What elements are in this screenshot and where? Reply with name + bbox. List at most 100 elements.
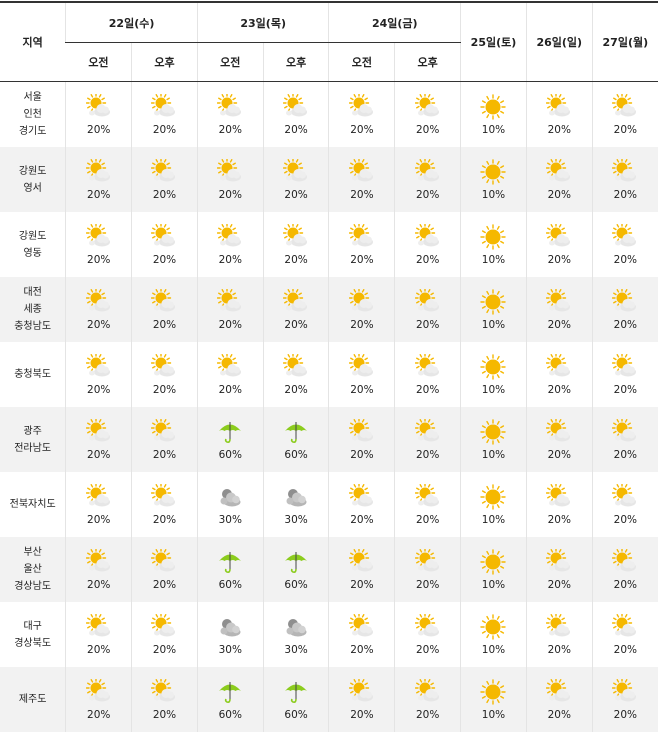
date-header: 25일(토) — [460, 2, 527, 82]
forecast-cell: 20% — [131, 472, 198, 537]
region-row: 대전 세종 충청남도 20% 20% 20% 20% 20% 20% 10% 20% 20% — [0, 277, 658, 342]
precipitation-chance: 30% — [284, 643, 308, 656]
region-name: 서울 인천 경기도 — [0, 82, 66, 148]
precipitation-chance: 20% — [547, 708, 571, 721]
forecast-cell: 20% — [262, 212, 329, 277]
precipitation-chance: 20% — [87, 253, 111, 266]
cloudy-icon — [283, 614, 309, 640]
precipitation-chance: 20% — [350, 188, 374, 201]
precipitation-chance: 60% — [284, 578, 308, 591]
precipitation-chance: 20% — [613, 643, 637, 656]
forecast-cell: 10% — [460, 537, 527, 602]
forecast-cell: 20% — [394, 472, 461, 537]
precipitation-chance: 10% — [481, 188, 506, 201]
forecast-cell: 20% — [196, 81, 264, 147]
forecast-cell: 20% — [131, 342, 198, 407]
forecast-cell: 20% — [394, 602, 461, 667]
partly-cloudy-icon — [414, 417, 441, 445]
precipitation-chance: 20% — [218, 123, 242, 136]
forecast-cell: 20% — [525, 81, 593, 147]
pm-header: 오후 — [262, 42, 329, 82]
region-name: 광주 전라남도 — [0, 407, 66, 472]
forecast-cell: 20% — [525, 602, 593, 667]
precipitation-chance: 60% — [218, 708, 242, 721]
region-name-line: 대전 — [23, 287, 42, 298]
am-header: 오전 — [196, 42, 264, 82]
forecast-cell: 10% — [460, 472, 527, 537]
forecast-cell: 30% — [262, 602, 329, 667]
forecast-cell: 20% — [394, 81, 461, 147]
partly-cloudy-icon — [612, 612, 638, 640]
partly-cloudy-icon — [85, 287, 112, 315]
precipitation-chance: 20% — [87, 708, 111, 721]
forecast-cell: 20% — [328, 602, 395, 667]
partly-cloudy-icon — [546, 417, 572, 445]
partly-cloudy-icon — [612, 352, 638, 380]
precipitation-chance: 20% — [152, 383, 177, 396]
forecast-cell: 60% — [262, 537, 329, 602]
partly-cloudy-icon — [85, 92, 112, 120]
precipitation-chance: 20% — [350, 643, 374, 656]
region-header: 지역 — [0, 2, 66, 82]
partly-cloudy-icon — [85, 157, 112, 185]
region-name-line: 경상남도 — [14, 581, 52, 592]
precipitation-chance: 20% — [350, 318, 374, 331]
region-name-line: 울산 — [23, 564, 42, 575]
partly-cloudy-icon — [546, 547, 572, 575]
forecast-cell: 20% — [131, 147, 198, 212]
partly-cloudy-icon — [85, 547, 112, 575]
header-row-ampm: 오전 오후 오전 오후 오전 오후 — [0, 42, 658, 82]
partly-cloudy-icon — [348, 157, 375, 185]
precipitation-chance: 20% — [218, 318, 242, 331]
forecast-cell: 60% — [196, 407, 264, 472]
precipitation-chance: 20% — [87, 123, 111, 136]
partly-cloudy-icon — [546, 612, 572, 640]
partly-cloudy-icon — [414, 677, 441, 705]
precipitation-chance: 20% — [547, 578, 571, 591]
precipitation-chance: 20% — [416, 318, 440, 331]
precipitation-chance: 20% — [350, 578, 374, 591]
forecast-cell: 10% — [460, 147, 527, 212]
precipitation-chance: 20% — [416, 643, 440, 656]
region-name-line: 경기도 — [18, 126, 47, 137]
forecast-cell: 20% — [328, 537, 395, 602]
partly-cloudy-icon — [348, 547, 375, 575]
sunny-icon — [480, 158, 507, 185]
forecast-cell: 10% — [460, 342, 527, 407]
precipitation-chance: 10% — [481, 513, 506, 526]
partly-cloudy-icon — [348, 612, 375, 640]
sunny-icon — [480, 548, 507, 575]
precipitation-chance: 20% — [547, 253, 571, 266]
forecast-cell: 20% — [65, 602, 132, 667]
date-header: 26일(일) — [525, 2, 593, 82]
precipitation-chance: 20% — [350, 253, 374, 266]
precipitation-chance: 20% — [152, 253, 177, 266]
forecast-cell: 20% — [591, 667, 658, 732]
partly-cloudy-icon — [546, 677, 572, 705]
precipitation-chance: 20% — [613, 383, 637, 396]
forecast-cell: 20% — [328, 277, 395, 342]
partly-cloudy-icon — [348, 677, 375, 705]
rain-umbrella-icon — [217, 419, 243, 445]
region-name-line: 세종 — [23, 304, 42, 315]
partly-cloudy-icon — [612, 157, 638, 185]
forecast-cell: 20% — [328, 667, 395, 732]
forecast-cell: 60% — [196, 537, 264, 602]
region-name: 전북자치도 — [0, 472, 66, 537]
region-name-line: 인천 — [23, 109, 42, 120]
forecast-cell: 20% — [196, 277, 264, 342]
forecast-cell: 20% — [65, 407, 132, 472]
sunny-icon — [480, 353, 507, 380]
forecast-cell: 20% — [65, 81, 132, 147]
forecast-cell: 30% — [262, 472, 329, 537]
partly-cloudy-icon — [151, 612, 177, 640]
partly-cloudy-icon — [282, 157, 309, 185]
region-name: 강원도 영동 — [0, 212, 66, 277]
precipitation-chance: 20% — [613, 448, 637, 461]
precipitation-chance: 10% — [481, 318, 506, 331]
partly-cloudy-icon — [348, 482, 375, 510]
forecast-cell: 20% — [394, 212, 461, 277]
precipitation-chance: 20% — [152, 188, 177, 201]
region-name: 대구 경상북도 — [0, 602, 66, 667]
partly-cloudy-icon — [151, 352, 177, 380]
